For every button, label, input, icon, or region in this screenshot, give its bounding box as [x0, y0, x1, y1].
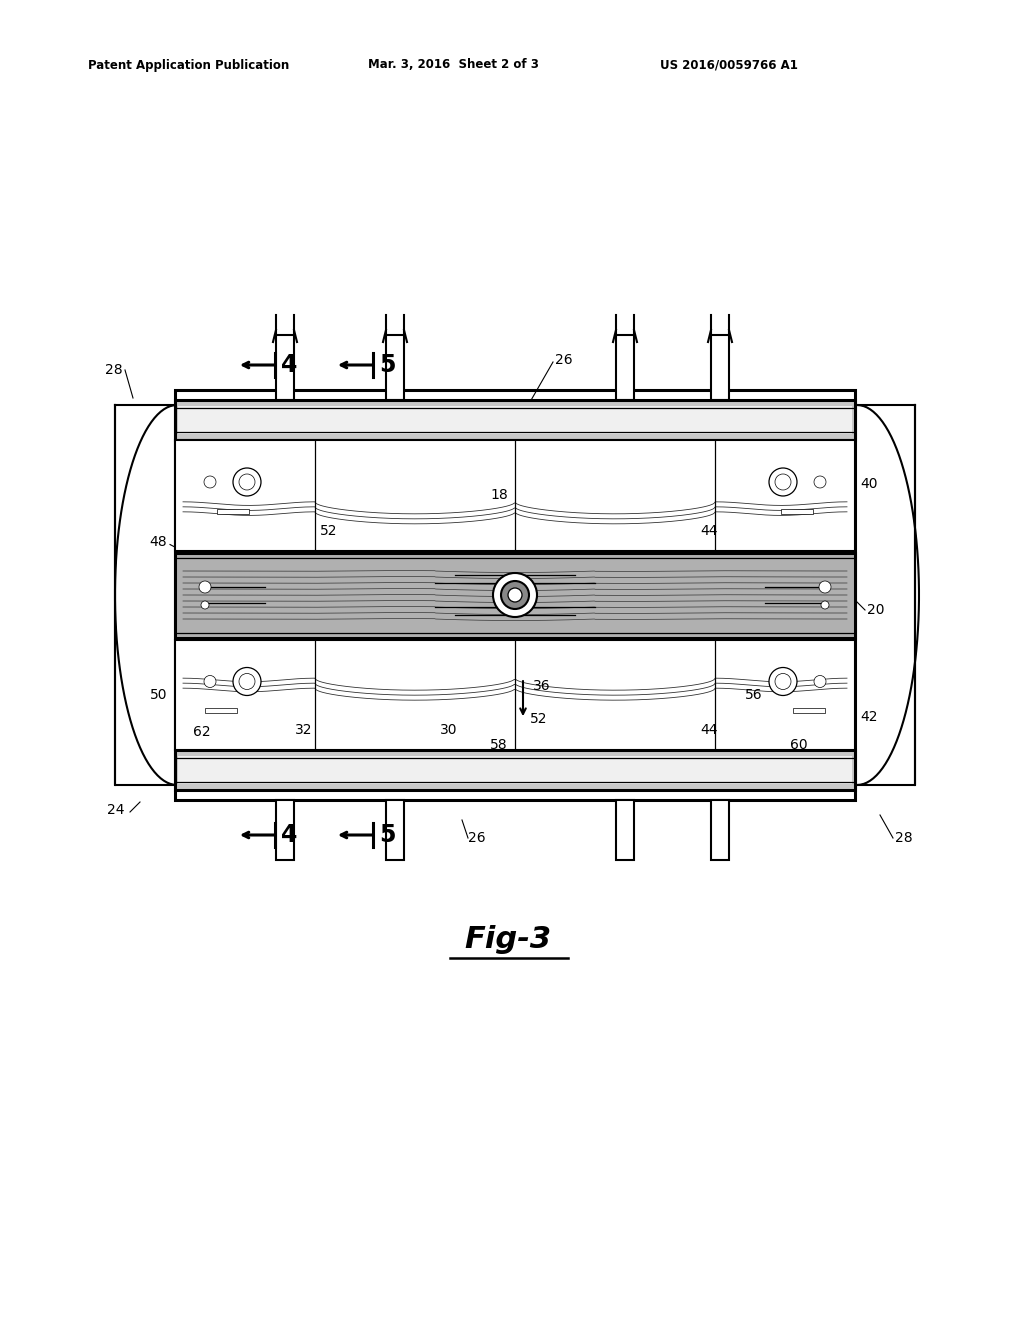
Circle shape: [201, 601, 209, 609]
Bar: [178, 407, 852, 434]
Circle shape: [239, 673, 255, 689]
Circle shape: [814, 477, 826, 488]
Text: 44: 44: [700, 723, 718, 737]
Bar: [175, 639, 855, 750]
Text: 62: 62: [193, 725, 211, 739]
Text: 4: 4: [281, 352, 297, 378]
Bar: [616, 335, 634, 400]
Text: 40: 40: [860, 478, 878, 491]
Text: 52: 52: [530, 711, 548, 726]
Bar: [793, 708, 825, 713]
Text: US 2016/0059766 A1: US 2016/0059766 A1: [660, 58, 798, 71]
Text: 24: 24: [108, 803, 125, 817]
Bar: [781, 508, 813, 513]
Text: 20: 20: [867, 603, 885, 616]
Circle shape: [233, 469, 261, 496]
Circle shape: [775, 673, 791, 689]
Bar: [175, 553, 855, 638]
Bar: [711, 800, 729, 861]
Text: 52: 52: [319, 524, 338, 537]
Text: 44: 44: [700, 524, 718, 537]
Circle shape: [814, 676, 826, 688]
Circle shape: [769, 668, 797, 696]
Text: 50: 50: [150, 688, 167, 702]
Bar: [386, 335, 404, 400]
Circle shape: [233, 668, 261, 696]
Bar: [276, 800, 294, 861]
Text: 36: 36: [534, 678, 551, 693]
Bar: [616, 800, 634, 861]
Bar: [217, 508, 249, 513]
Text: 28: 28: [105, 363, 123, 378]
Text: 30: 30: [440, 723, 458, 737]
Circle shape: [821, 601, 829, 609]
Circle shape: [204, 477, 216, 488]
Text: 26: 26: [555, 352, 572, 367]
Text: 4: 4: [281, 822, 297, 847]
Text: 32: 32: [295, 723, 312, 737]
Text: Fig-3: Fig-3: [465, 925, 552, 954]
Bar: [711, 335, 729, 400]
Text: 18: 18: [490, 488, 508, 502]
Bar: [175, 400, 855, 440]
Bar: [276, 335, 294, 400]
Circle shape: [239, 474, 255, 490]
Text: 5: 5: [379, 352, 395, 378]
Text: 28: 28: [895, 832, 912, 845]
Circle shape: [501, 581, 529, 609]
Circle shape: [493, 573, 537, 616]
Bar: [178, 756, 852, 784]
Bar: [175, 750, 855, 789]
Circle shape: [508, 587, 522, 602]
Circle shape: [769, 469, 797, 496]
Text: 42: 42: [860, 710, 878, 723]
Circle shape: [199, 581, 211, 593]
Text: 5: 5: [379, 822, 395, 847]
Bar: [386, 800, 404, 861]
Text: 58: 58: [490, 738, 508, 752]
Text: Patent Application Publication: Patent Application Publication: [88, 58, 289, 71]
Text: 56: 56: [745, 688, 763, 702]
Bar: [205, 708, 237, 713]
Text: 26: 26: [468, 832, 485, 845]
Text: Mar. 3, 2016  Sheet 2 of 3: Mar. 3, 2016 Sheet 2 of 3: [368, 58, 539, 71]
Circle shape: [204, 676, 216, 688]
Text: 32: 32: [255, 409, 272, 422]
Circle shape: [775, 474, 791, 490]
Circle shape: [819, 581, 831, 593]
Text: 48: 48: [150, 536, 167, 549]
Bar: [175, 389, 855, 800]
Text: 60: 60: [790, 738, 808, 752]
Bar: [175, 440, 855, 550]
